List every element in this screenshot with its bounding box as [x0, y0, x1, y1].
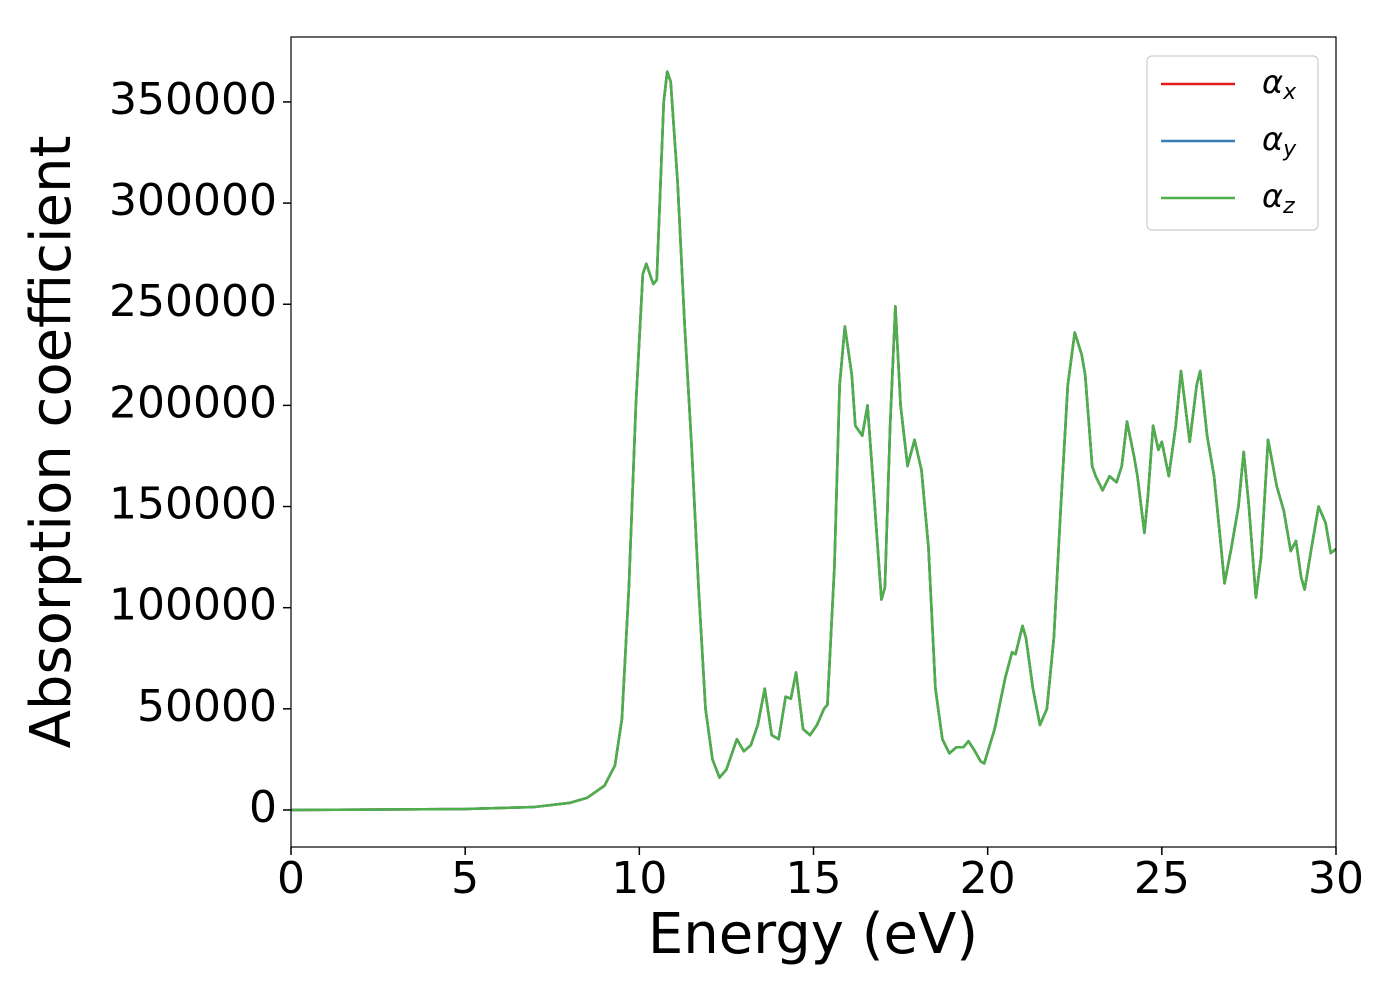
- x-tick-label: 0: [277, 853, 305, 904]
- y-tick-label: 150000: [109, 479, 277, 530]
- x-tick-label: 15: [786, 853, 842, 904]
- y-axis-label: Absorption coefficient: [19, 136, 84, 749]
- legend-label: αz: [1262, 177, 1295, 219]
- y-tick-label: 300000: [109, 175, 277, 226]
- series-line: [290, 70, 1337, 812]
- y-tick-label: 0: [249, 782, 277, 833]
- legend-label: αx: [1262, 63, 1297, 105]
- x-axis-label: Energy (eV): [648, 902, 978, 967]
- x-tick-label: 5: [451, 853, 479, 904]
- y-tick-label: 200000: [109, 377, 277, 428]
- y-tick-label: 350000: [109, 74, 277, 125]
- x-tick-label: 10: [611, 853, 667, 904]
- x-tick-label: 25: [1134, 853, 1190, 904]
- plot-frame: [290, 36, 1337, 848]
- x-tick-label: 20: [960, 853, 1016, 904]
- y-tick-label: 100000: [109, 580, 277, 631]
- legend-label: αy: [1262, 120, 1297, 162]
- y-tick-label: 50000: [137, 681, 277, 732]
- legend-box: [1146, 55, 1319, 231]
- x-tick-label: 30: [1308, 853, 1364, 904]
- y-tick-label: 250000: [109, 276, 277, 327]
